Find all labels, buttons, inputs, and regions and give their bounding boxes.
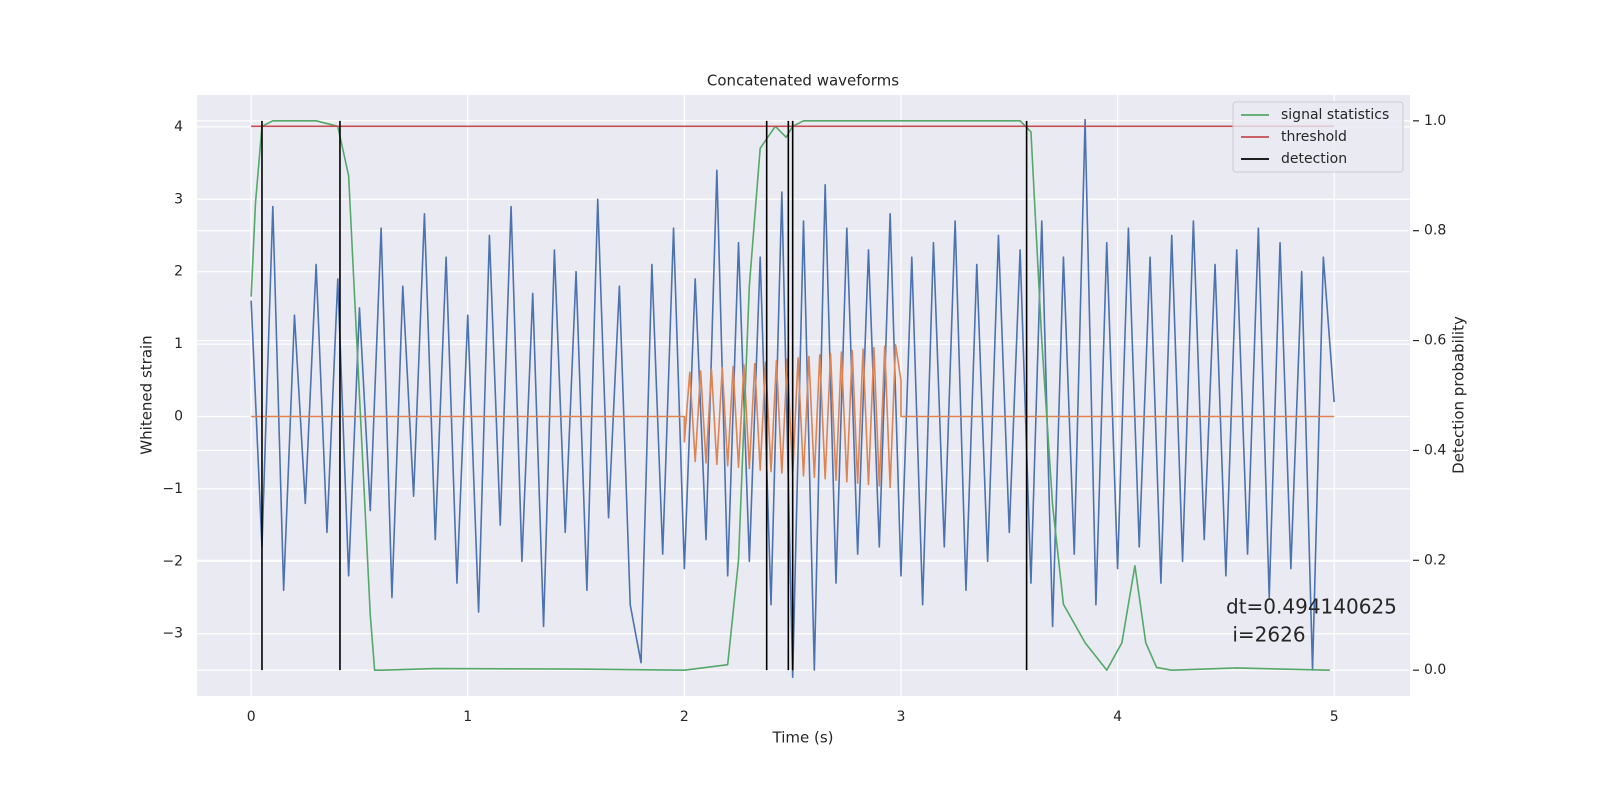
y2-tick-label: 1.0 [1424,113,1446,129]
legend-label: signal statistics [1281,107,1389,123]
x-axis-label: Time (s) [772,729,834,747]
y2-tick-label: 0.4 [1424,442,1446,458]
x-tick-label: 4 [1113,709,1122,725]
y2-tick-label: 0.8 [1424,223,1446,239]
y2-tick-label: 0.2 [1424,552,1446,568]
y2-tick-label: 0.6 [1424,333,1446,349]
y-tick-label: 1 [174,336,183,352]
y-tick-label: 2 [174,264,183,280]
x-tick-label: 1 [463,709,472,725]
series-line [250,118,1335,678]
x-tick-label: 5 [1330,709,1339,725]
annotation: dt=0.494140625 [1226,595,1397,619]
y-tick-label: −2 [162,553,183,569]
y-tick-label: 3 [174,191,183,207]
x-tick-label: 3 [897,709,906,725]
marks [250,118,1335,678]
y-axis-label: Whitened strain [138,335,156,454]
annotation: i=2626 [1226,623,1306,647]
y-tick-label: 4 [174,119,183,135]
y-tick-label: −3 [162,626,183,642]
y-tick-label: −1 [162,481,183,497]
labels: 0 1 2 3 4 5 −3 −2 −1 0 1 2 3 4 0.0 0.2 0.4 0.6 0.8 1.0 [162,113,1446,725]
y2-tick-label: 0.0 [1424,662,1446,678]
legend-box [1232,101,1404,173]
legend-label: threshold [1281,129,1347,145]
x-tick-label: 0 [247,709,256,725]
grid [197,95,1410,696]
legend: signal statistics threshold detection [1232,101,1404,173]
series-line [261,120,1028,671]
y2-axis-label: Detection probability [1450,316,1468,474]
chart-title: Concatenated waveforms [707,72,899,90]
y-tick-label: 0 [174,408,183,424]
legend-label: detection [1281,151,1347,167]
x-tick-label: 2 [680,709,689,725]
